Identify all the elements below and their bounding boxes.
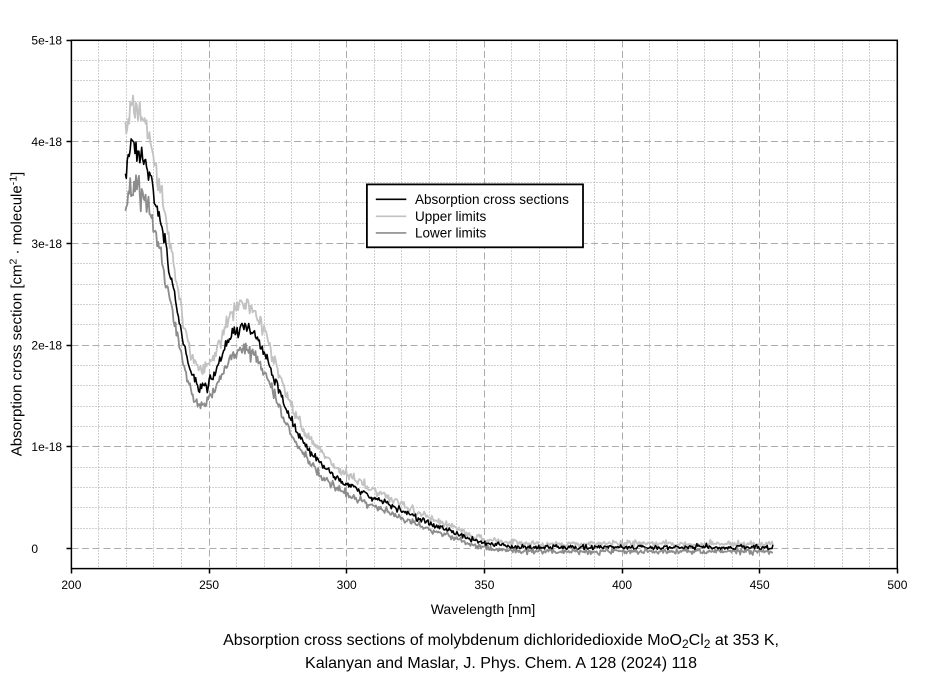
svg-text:Absorption cross sections of m: Absorption cross sections of molybdenum … [223,632,779,651]
svg-text:1e-18: 1e-18 [31,440,62,454]
svg-text:3e-18: 3e-18 [31,237,62,251]
svg-text:4e-18: 4e-18 [31,135,62,149]
svg-text:5e-18: 5e-18 [31,34,62,48]
svg-text:300: 300 [337,578,357,592]
svg-text:500: 500 [887,578,907,592]
svg-text:Absorption cross section [cm2: Absorption cross section [cm2 · molecule… [8,172,26,456]
svg-text:Absorption cross sections: Absorption cross sections [415,192,569,207]
svg-text:Wavelength [nm]: Wavelength [nm] [431,601,536,617]
svg-text:0: 0 [31,542,38,556]
svg-text:2e-18: 2e-18 [31,339,62,353]
svg-text:400: 400 [612,578,632,592]
svg-text:350: 350 [474,578,494,592]
svg-text:450: 450 [750,578,770,592]
svg-text:250: 250 [199,578,219,592]
svg-text:Upper limits: Upper limits [415,209,487,224]
svg-text:Lower limits: Lower limits [415,226,487,241]
svg-text:200: 200 [61,578,81,592]
svg-text:Kalanyan and Maslar, J. Phys.: Kalanyan and Maslar, J. Phys. Chem. A 12… [305,655,697,672]
